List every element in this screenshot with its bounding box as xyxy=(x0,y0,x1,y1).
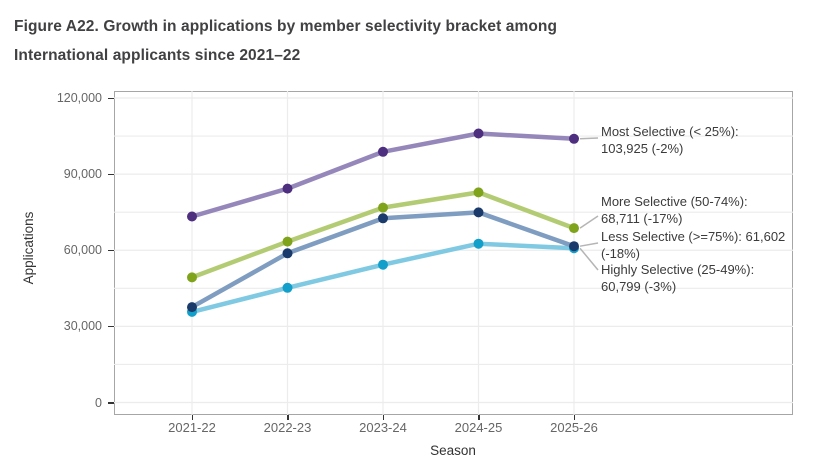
leader-line-more-selective-50-74 xyxy=(579,215,599,229)
x-tick-mark xyxy=(573,415,575,420)
series-marker-more-selective-50-74 xyxy=(569,223,579,234)
annotation-line: Highly Selective (25-49%): xyxy=(601,262,755,277)
annotation-most-selective: Most Selective (< 25%): 103,925 (-2%) xyxy=(601,123,739,157)
x-axis-label: Season xyxy=(430,443,476,458)
series-marker-most-selective-25 xyxy=(187,211,197,222)
series-marker-highly-selective-25-49 xyxy=(473,238,484,249)
annotation-more-selective: More Selective (50-74%): 68,711 (-17%) xyxy=(601,193,748,227)
leader-line-less-selective-75 xyxy=(579,242,599,247)
chart-panel xyxy=(114,91,793,415)
x-tick-label: 2022-23 xyxy=(263,420,312,435)
x-tick-mark xyxy=(382,415,384,420)
x-tick-mark xyxy=(191,415,193,420)
y-tick-label: 90,000 xyxy=(63,167,102,182)
series-marker-most-selective-25 xyxy=(378,146,388,157)
series-marker-most-selective-25 xyxy=(282,183,293,194)
series-marker-more-selective-50-74 xyxy=(187,272,197,283)
x-tick-label: 2023-24 xyxy=(359,420,407,435)
series-marker-highly-selective-25-49 xyxy=(378,259,388,270)
y-tick-mark xyxy=(108,249,114,252)
y-tick-mark xyxy=(108,325,114,328)
figure-title: Figure A22. Growth in applications by me… xyxy=(14,12,557,70)
series-marker-most-selective-25 xyxy=(473,128,484,139)
series-marker-less-selective-75 xyxy=(569,241,579,252)
annotation-line: Most Selective (< 25%): xyxy=(601,123,739,139)
annotation-line: (-18%) xyxy=(601,245,641,261)
series-marker-most-selective-25 xyxy=(569,133,579,144)
annotation-less-selective: Less Selective (>=75%): 61,602 (-18%) xyxy=(601,228,785,262)
x-tick-label: 2024-25 xyxy=(454,420,503,435)
series-marker-highly-selective-25-49 xyxy=(282,282,293,293)
annotation-line: 60,799 (-3%) xyxy=(601,279,677,294)
series-marker-less-selective-75 xyxy=(378,213,388,224)
series-marker-less-selective-75 xyxy=(187,302,197,313)
series-marker-more-selective-50-74 xyxy=(378,202,388,213)
figure-title-line-2: International applicants since 2021–22 xyxy=(14,47,301,64)
leader-line-highly-selective-25-49 xyxy=(579,247,599,271)
annotation-line: Less Selective (>=75%): 61,602 xyxy=(601,228,786,244)
line-chart xyxy=(114,91,793,415)
series-marker-more-selective-50-74 xyxy=(282,236,293,247)
y-tick-mark xyxy=(108,402,114,404)
y-tick-label: 30,000 xyxy=(63,319,102,334)
annotation-line: More Selective (50-74%): xyxy=(601,194,748,209)
series-marker-less-selective-75 xyxy=(473,207,484,218)
x-tick-label: 2025-26 xyxy=(550,420,598,435)
figure-title-line-1: Figure A22. Growth in applications by me… xyxy=(14,18,558,35)
x-tick-mark xyxy=(287,415,289,420)
leader-line-most-selective-25 xyxy=(579,137,599,140)
x-tick-mark xyxy=(478,415,480,420)
y-tick-mark xyxy=(108,97,114,99)
annotation-highly-selective: Highly Selective (25-49%): 60,799 (-3%) xyxy=(601,261,754,295)
y-tick-label: 120,000 xyxy=(56,91,102,105)
series-marker-more-selective-50-74 xyxy=(473,187,484,198)
y-tick-label: 60,000 xyxy=(63,243,102,258)
annotation-line: 103,925 (-2%) xyxy=(601,140,684,156)
y-tick-mark xyxy=(108,173,114,176)
x-tick-label: 2021-22 xyxy=(168,420,216,435)
series-marker-less-selective-75 xyxy=(282,248,293,259)
annotation-line: 68,711 (-17%) xyxy=(601,211,683,226)
y-tick-label: 0 xyxy=(95,395,102,410)
